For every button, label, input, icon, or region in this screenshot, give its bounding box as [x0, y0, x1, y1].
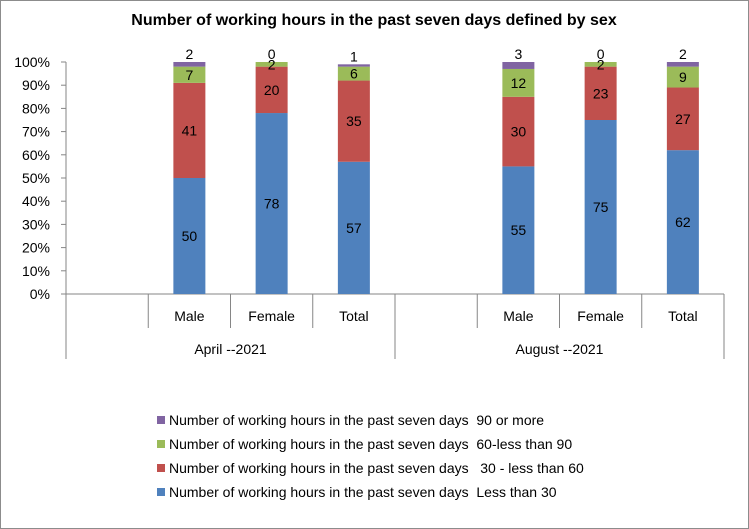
data-label: 3 — [514, 46, 522, 62]
bar-segment — [337, 64, 370, 67]
bar-segment — [337, 66, 370, 81]
legend-label: Number of working hours in the past seve… — [169, 484, 557, 500]
data-label: 9 — [679, 69, 687, 85]
y-tick-label: 50% — [22, 170, 50, 186]
legend-item: Number of working hours in the past seve… — [157, 484, 557, 500]
x-group-label: August --2021 — [516, 341, 604, 357]
data-label: 12 — [511, 75, 527, 91]
bar-segment — [502, 166, 535, 294]
data-label: 20 — [264, 82, 280, 98]
y-tick-label: 0% — [30, 286, 50, 302]
bar-segment — [173, 82, 206, 178]
data-label: 2 — [268, 56, 276, 72]
y-tick-label: 90% — [22, 77, 50, 93]
data-label: 41 — [182, 122, 198, 138]
y-tick-label: 20% — [22, 240, 50, 256]
bar-segment — [173, 178, 206, 294]
legend-item: Number of working hours in the past seve… — [157, 460, 584, 476]
legend-label: Number of working hours in the past seve… — [169, 436, 572, 452]
x-category-label: Male — [174, 308, 205, 324]
legend-swatch — [157, 440, 165, 448]
y-tick-label: 60% — [22, 147, 50, 163]
data-label: 1 — [350, 48, 358, 64]
legend: Number of working hours in the past seve… — [157, 412, 584, 500]
x-category-label: Female — [248, 308, 295, 324]
legend-item: Number of working hours in the past seve… — [157, 412, 544, 428]
bar-segment — [502, 62, 535, 69]
data-label: 0 — [268, 46, 276, 62]
y-tick-label: 30% — [22, 216, 50, 232]
data-label: 27 — [675, 111, 691, 127]
y-tick-label: 40% — [22, 193, 50, 209]
bar-segment — [255, 66, 288, 114]
data-label: 0 — [597, 46, 605, 62]
chart-title: Number of working hours in the past seve… — [131, 12, 617, 29]
bars-layer — [173, 62, 699, 294]
data-label: 23 — [593, 85, 609, 101]
y-tick-label: 100% — [14, 54, 50, 70]
y-tick-label: 80% — [22, 100, 50, 116]
x-category-label: Male — [503, 308, 534, 324]
data-label: 57 — [346, 220, 362, 236]
data-label: 62 — [675, 214, 691, 230]
bar-segment — [255, 113, 288, 294]
legend-swatch — [157, 416, 165, 424]
bar-segment — [666, 62, 699, 67]
bar-segment — [666, 87, 699, 151]
x-category-label: Total — [668, 308, 698, 324]
data-label: 2 — [185, 46, 193, 62]
legend-label: Number of working hours in the past seve… — [169, 460, 584, 476]
y-tick-label: 70% — [22, 124, 50, 140]
legend-swatch — [157, 488, 165, 496]
x-group-label: April --2021 — [194, 341, 267, 357]
legend-item: Number of working hours in the past seve… — [157, 436, 572, 452]
bar-segment — [337, 161, 370, 294]
legend-label: Number of working hours in the past seve… — [169, 412, 544, 428]
x-category-label: Female — [577, 308, 624, 324]
data-label: 35 — [346, 113, 362, 129]
bar-segment — [502, 68, 535, 97]
y-tick-label: 10% — [22, 263, 50, 279]
bar-segment — [584, 66, 617, 120]
bar-segment — [584, 62, 617, 67]
bar-segment — [173, 66, 206, 83]
bar-segment — [666, 66, 699, 88]
data-label: 50 — [182, 228, 198, 244]
bar-segment — [337, 80, 370, 162]
data-label: 78 — [264, 196, 280, 212]
legend-swatch — [157, 464, 165, 472]
data-label: 55 — [511, 222, 527, 238]
bar-segment — [255, 62, 288, 67]
data-label: 75 — [593, 199, 609, 215]
data-label: 2 — [679, 46, 687, 62]
x-category-label: Total — [339, 308, 369, 324]
bar-segment — [173, 62, 206, 67]
data-label: 6 — [350, 66, 358, 82]
data-label: 30 — [511, 124, 527, 140]
bar-segment — [502, 96, 535, 167]
bar-segment — [584, 120, 617, 294]
data-label: 2 — [597, 56, 605, 72]
data-label: 7 — [185, 67, 193, 83]
bar-segment — [666, 150, 699, 294]
